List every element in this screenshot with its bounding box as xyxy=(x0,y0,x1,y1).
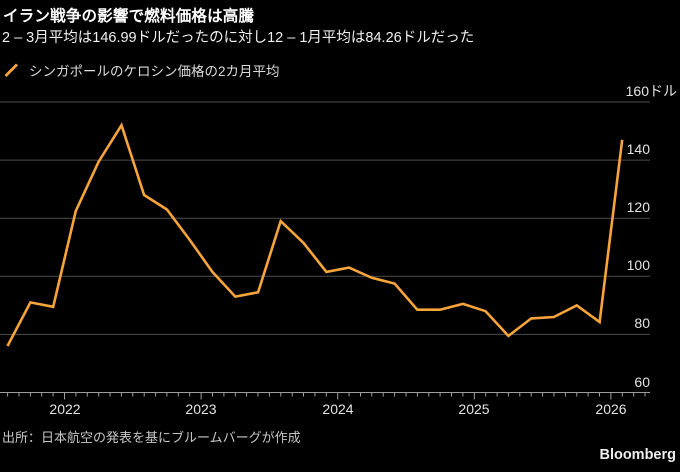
y-tick-label-140: 140 xyxy=(626,141,650,157)
y-tick-label-80: 80 xyxy=(634,315,650,331)
legend-slash-stroke xyxy=(4,63,18,77)
page-title: イラン戦争の影響で燃料価格は高騰 xyxy=(3,8,255,25)
x-tick-label-2025: 2025 xyxy=(458,401,490,417)
bloomberg-wordmark: Bloomberg xyxy=(599,447,676,463)
x-tick-label-2022: 2022 xyxy=(49,401,81,417)
legend-slash-icon xyxy=(4,63,18,77)
x-tick-label-2024: 2024 xyxy=(322,401,354,417)
y-tick-label-60: 60 xyxy=(634,374,650,390)
y-tick-label-120: 120 xyxy=(626,199,650,215)
x-tick-label-2026: 2026 xyxy=(595,401,627,417)
y-tick-label-100: 100 xyxy=(626,257,650,273)
x-tick-label-2023: 2023 xyxy=(185,401,217,417)
legend: シンガポールのケロシン価格の2カ月平均 xyxy=(3,60,280,80)
y-tick-label-160: 160ドル xyxy=(625,83,677,99)
legend-series-label: シンガポールのケロシン価格の2カ月平均 xyxy=(29,64,280,79)
page-subtitle: 2 – 3月平均は146.99ドルだったのに対し12 – 1月平均は84.26ド… xyxy=(2,30,475,46)
source-attribution: 出所：日本航空の発表を基にブルームバーグが作成 xyxy=(2,430,301,445)
kerosene-price-line xyxy=(6,122,624,347)
